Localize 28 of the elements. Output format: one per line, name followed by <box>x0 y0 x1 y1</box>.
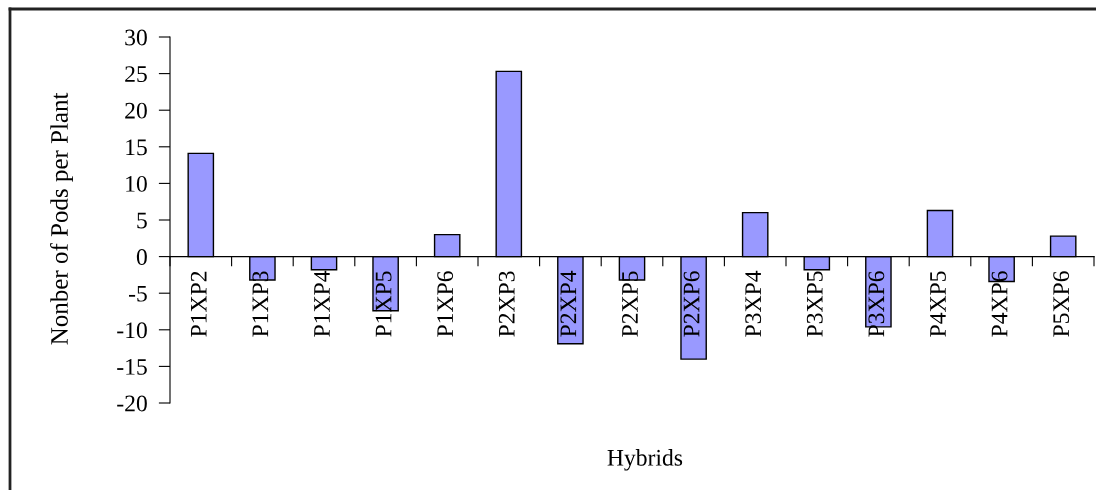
y-tick-label: 20 <box>125 102 147 119</box>
x-tick-label: P1XP3 <box>252 271 269 337</box>
x-tick-label: P5XP6 <box>1053 271 1070 337</box>
x-axis-title: Hybrids <box>607 449 683 471</box>
y-tick-label: -15 <box>117 359 147 375</box>
x-tick-label: P1XP5 <box>375 271 392 337</box>
y-tick-label: 5 <box>137 212 147 229</box>
y-tick-label: -5 <box>128 285 147 302</box>
y-axis-title: Nonber of Pods per Plant <box>50 92 73 345</box>
x-tick-label: P3XP5 <box>806 271 823 337</box>
x-tick-label: P1XP4 <box>314 270 330 337</box>
x-tick-label: P2XP3 <box>498 271 515 337</box>
y-tick-label: -20 <box>117 395 147 412</box>
y-tick-label: 25 <box>125 66 147 83</box>
x-tick-label: P4XP6 <box>991 271 1008 337</box>
y-tick-label: -10 <box>117 322 147 339</box>
x-tick-label: P4XP5 <box>930 271 946 337</box>
x-tick-label: P2XP4 <box>560 270 577 337</box>
x-tick-label: P1XP6 <box>437 271 454 337</box>
y-tick-label: 15 <box>126 139 147 156</box>
x-tick-label: P2XP5 <box>622 271 638 337</box>
y-tick-label: 30 <box>125 29 147 46</box>
x-tick-label: P3XP4 <box>745 270 762 337</box>
x-tick-label: P1XP2 <box>190 271 207 337</box>
y-tick-label: 0 <box>136 249 147 266</box>
x-tick-label: P2XP6 <box>683 271 700 337</box>
y-tick-label: 10 <box>126 175 147 192</box>
x-tick-label: P3XP6 <box>868 271 885 337</box>
